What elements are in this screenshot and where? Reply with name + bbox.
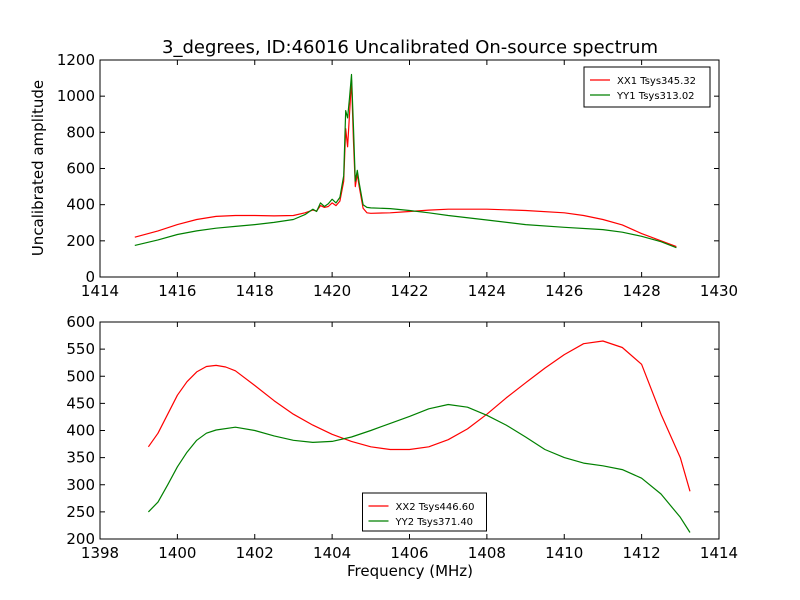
x-tick-label: 1412 xyxy=(623,544,661,562)
legend-entry: YY2 Tsys371.40 xyxy=(395,517,474,528)
series-line-top-2 xyxy=(134,73,677,249)
x-tick-label: 1428 xyxy=(623,282,661,300)
legend-entry: XX1 Tsys345.32 xyxy=(617,76,696,87)
x-tick-label: 1426 xyxy=(545,282,583,300)
x-tick-label: 1418 xyxy=(236,282,274,300)
y-axis-label-top: Uncalibrated amplitude xyxy=(29,80,47,256)
y-tick-label: 200 xyxy=(66,530,95,548)
x-tick-label: 1420 xyxy=(313,282,351,300)
x-tick-label: 1398 xyxy=(81,544,119,562)
x-tick-label: 1414 xyxy=(81,282,119,300)
y-tick-label: 0 xyxy=(85,268,95,286)
y-tick-label: 300 xyxy=(66,476,95,494)
x-axis-label-bottom: Frequency (MHz) xyxy=(347,562,473,580)
y-tick-label: 600 xyxy=(66,160,95,178)
x-tick-label: 1400 xyxy=(158,544,196,562)
x-tick-label: 1408 xyxy=(468,544,506,562)
legend-bottom: XX2 Tsys446.60 YY2 Tsys371.40 xyxy=(362,492,487,532)
y-tick-label: 350 xyxy=(66,449,95,467)
y-tick-label: 450 xyxy=(66,394,95,412)
x-tick-label: 1406 xyxy=(390,544,428,562)
legend-entry: YY1 Tsys313.02 xyxy=(616,91,695,102)
legend-box xyxy=(583,66,711,108)
legend-entry: XX2 Tsys446.60 xyxy=(396,502,475,513)
x-tick-label: 1422 xyxy=(390,282,428,300)
series-line-top-1 xyxy=(134,79,677,248)
y-tick-label: 550 xyxy=(66,340,95,358)
x-tick-label: 1404 xyxy=(313,544,351,562)
series-line-bottom-1 xyxy=(147,340,691,492)
legend-top: XX1 Tsys345.32 YY1 Tsys313.02 xyxy=(583,66,711,108)
y-tick-label: 400 xyxy=(66,422,95,440)
panel-bottom: 1398 1400 1402 1404 1406 1408 1410 1412 1414 200 2… xyxy=(66,313,738,562)
x-tick-label: 1430 xyxy=(700,282,738,300)
x-tick-label: 1410 xyxy=(545,544,583,562)
y-tick-label: 250 xyxy=(66,503,95,521)
y-tick-label: 400 xyxy=(66,196,95,214)
x-tick-label: 1424 xyxy=(468,282,506,300)
chart-title: 3_degrees, ID:46016 Uncalibrated On-sour… xyxy=(162,37,658,58)
legend-box xyxy=(362,492,487,532)
y-tick-label: 800 xyxy=(66,123,95,141)
series-line-bottom-2 xyxy=(147,403,691,533)
x-tick-label: 1416 xyxy=(158,282,196,300)
y-tick-label: 200 xyxy=(66,232,95,250)
y-tick-label: 1200 xyxy=(57,51,95,69)
y-tick-label: 500 xyxy=(66,367,95,385)
x-tick-label: 1402 xyxy=(236,544,274,562)
y-tick-label: 1000 xyxy=(57,87,95,105)
panel-top: 1414 1416 1418 1420 1422 1424 1426 1428 1430 0 200… xyxy=(57,51,738,300)
y-tick-label: 600 xyxy=(66,313,95,331)
x-tick-label: 1414 xyxy=(700,544,738,562)
